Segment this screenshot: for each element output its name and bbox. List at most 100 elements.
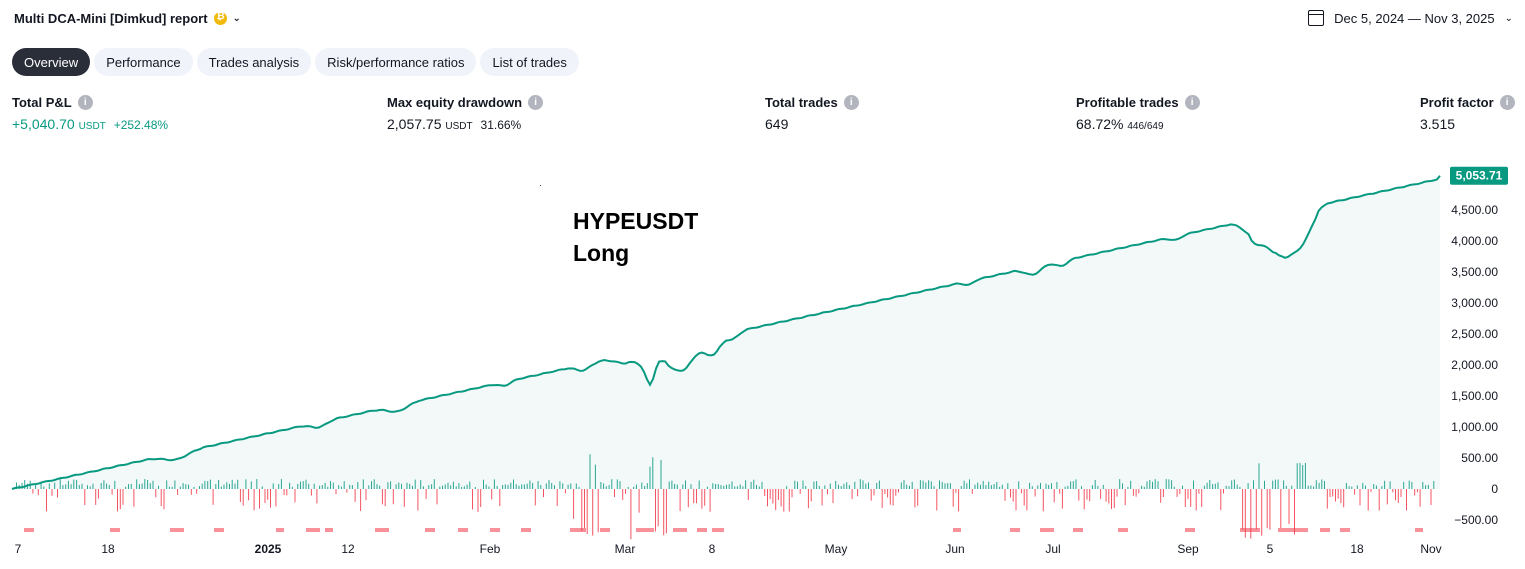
- trade-bar: [608, 485, 610, 489]
- trade-bar: [717, 484, 719, 489]
- trade-bar: [1329, 489, 1331, 497]
- trade-bar: [1171, 480, 1173, 489]
- date-range-picker[interactable]: Dec 5, 2024 — Nov 3, 2025 ⌄: [1308, 10, 1513, 26]
- trade-bar: [436, 489, 438, 505]
- trade-bar: [1195, 489, 1197, 511]
- x-tick-label: 2025: [255, 542, 282, 556]
- trade-bar: [993, 484, 995, 489]
- report-tabs: Overview Performance Trades analysis Ris…: [12, 48, 579, 76]
- tab-overview[interactable]: Overview: [12, 48, 91, 76]
- info-icon[interactable]: i: [77, 95, 93, 110]
- trade-bar: [48, 483, 50, 489]
- trade-bar: [1416, 489, 1418, 493]
- trade-bar: [843, 483, 845, 489]
- y-tick-label: 2,000.00: [1451, 358, 1498, 372]
- trade-bar: [665, 489, 667, 534]
- trade-bar: [1244, 489, 1246, 538]
- trade-bar: [682, 484, 684, 489]
- trade-bar: [215, 484, 217, 489]
- trade-bar: [1324, 480, 1325, 489]
- trade-bar: [1018, 481, 1020, 489]
- trade-bar: [630, 489, 632, 540]
- trade-bar: [736, 486, 738, 489]
- trade-bar: [753, 479, 755, 489]
- trade-bar: [384, 489, 386, 507]
- tab-risk-performance-ratios[interactable]: Risk/performance ratios: [315, 48, 477, 76]
- trade-bar: [502, 485, 504, 489]
- trade-bar: [1026, 489, 1028, 511]
- stat-profit-factor-label: Profit factor: [1420, 95, 1494, 110]
- trade-bar: [491, 489, 493, 500]
- stat-total-pnl-unit: USDT: [78, 121, 106, 132]
- trade-bar: [1348, 486, 1350, 489]
- trade-bar: [1083, 489, 1085, 510]
- trade-bar: [625, 489, 626, 494]
- tab-performance[interactable]: Performance: [94, 48, 193, 76]
- trade-bar: [259, 489, 260, 509]
- trade-bar: [777, 489, 779, 500]
- info-icon[interactable]: i: [843, 95, 859, 110]
- trade-bar: [698, 480, 700, 489]
- trade-bar: [1285, 485, 1287, 489]
- trade-bar: [657, 489, 659, 527]
- symbol-overlay: HYPEUSDT Long: [573, 205, 698, 269]
- stat-total-pnl-value: +5,040.70: [12, 116, 75, 132]
- trade-bar: [1397, 489, 1399, 503]
- trade-bar: [638, 489, 640, 513]
- trade-bar: [922, 480, 924, 489]
- trade-bar: [870, 489, 872, 501]
- trade-bar: [824, 485, 826, 489]
- trade-bar: [1149, 479, 1151, 489]
- trade-bar: [420, 480, 422, 489]
- trade-bar: [1280, 489, 1282, 529]
- trade-bar: [231, 479, 233, 489]
- stat-profitable-trades: Profitable trades i 68.72% 446/649: [1076, 95, 1200, 132]
- info-icon[interactable]: i: [1499, 95, 1515, 110]
- trade-bar: [1135, 489, 1137, 497]
- trade-bar: [283, 489, 285, 496]
- trade-bar: [43, 486, 45, 489]
- trade-bar: [786, 486, 788, 489]
- trade-bar: [220, 486, 222, 489]
- trade-bar: [605, 486, 607, 489]
- tab-trades-analysis[interactable]: Trades analysis: [196, 48, 312, 76]
- trade-bar: [163, 489, 165, 510]
- trade-bar: [1209, 479, 1211, 489]
- trade-bar: [734, 486, 736, 489]
- trade-bar: [442, 485, 443, 489]
- trade-bar: [155, 489, 157, 498]
- trade-bar: [128, 484, 129, 489]
- drawdown-marker: [1415, 528, 1423, 532]
- drawdown-marker: [325, 528, 333, 532]
- x-tick-label: Feb: [480, 542, 501, 556]
- trade-bar: [1045, 483, 1047, 489]
- equity-chart[interactable]: 4,500.00 4,000.00 3,500.00 3,000.00 2,500.00…: [0, 160, 1525, 569]
- trade-bar: [1089, 489, 1091, 502]
- trade-bar: [379, 485, 381, 489]
- trade-bar: [223, 484, 225, 489]
- trade-bar: [351, 485, 353, 489]
- report-title[interactable]: Multi DCA-Mini [Dimkud] report ⌄: [14, 11, 241, 26]
- trade-bar: [1296, 463, 1298, 489]
- trade-bar: [859, 479, 861, 489]
- trade-bar: [1291, 485, 1293, 489]
- trade-bar: [117, 489, 118, 512]
- trade-bar: [668, 481, 670, 489]
- chevron-down-icon[interactable]: ⌄: [232, 13, 241, 24]
- trade-bar: [1389, 481, 1391, 489]
- x-tick-label: 8: [709, 542, 716, 556]
- trade-bar: [633, 486, 635, 489]
- trade-bar: [32, 489, 34, 494]
- trade-bar: [570, 483, 572, 489]
- trade-bar: [521, 484, 523, 489]
- trade-bar: [474, 487, 476, 489]
- trade-bar: [1321, 479, 1323, 489]
- stat-profitable-trades-value-row: 68.72% 446/649: [1076, 116, 1200, 132]
- trade-bar: [1220, 489, 1222, 511]
- trade-bar: [368, 485, 370, 489]
- tab-list-of-trades[interactable]: List of trades: [480, 48, 579, 76]
- info-icon[interactable]: i: [528, 95, 544, 110]
- info-icon[interactable]: i: [1184, 95, 1200, 110]
- trade-bar: [461, 487, 463, 489]
- trade-bars-group: [16, 454, 1435, 540]
